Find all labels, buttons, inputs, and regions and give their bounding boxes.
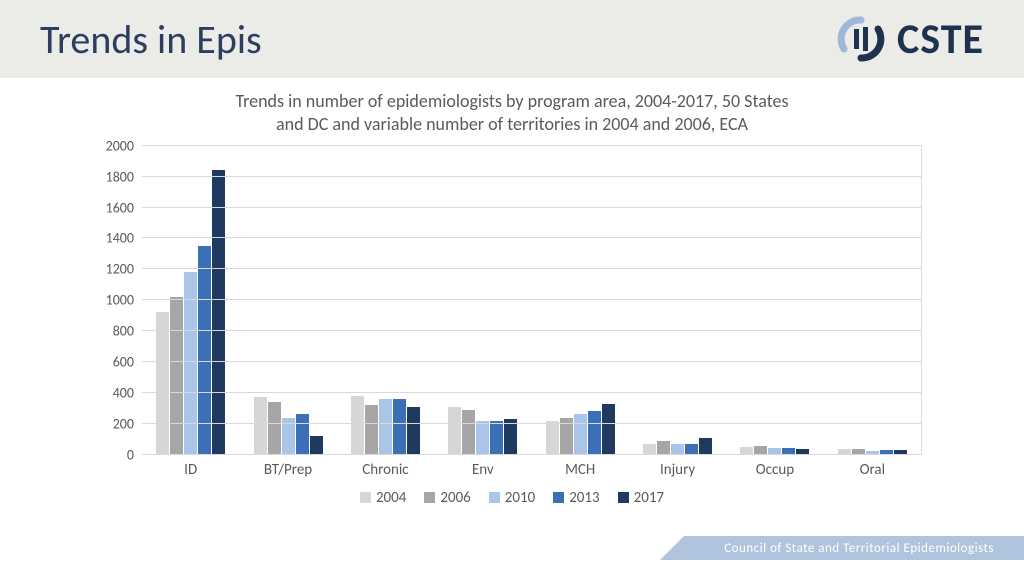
y-axis-label: 0	[127, 446, 142, 463]
legend-swatch	[553, 492, 564, 503]
x-axis-label: Env	[434, 455, 531, 479]
legend-swatch	[360, 492, 371, 503]
bar	[170, 297, 183, 455]
legend-item: 2013	[553, 489, 599, 507]
y-axis-label: 1600	[106, 199, 142, 216]
bar	[602, 404, 615, 455]
bar	[448, 407, 461, 455]
grid-line	[142, 330, 921, 331]
legend-label: 2017	[634, 489, 664, 507]
y-axis-label: 1000	[106, 292, 142, 309]
page-title: Trends in Epis	[40, 15, 262, 64]
cste-logo: CSTE	[833, 14, 984, 65]
grid-line	[142, 392, 921, 393]
bar	[393, 399, 406, 455]
legend-swatch	[489, 492, 500, 503]
chart-title-line1: Trends in number of epidemiologists by p…	[235, 90, 788, 112]
header-bar: Trends in Epis CSTE	[0, 0, 1024, 78]
y-axis-label: 400	[113, 384, 142, 401]
legend: 2004 2006 2010 2013 2017	[102, 489, 922, 507]
bar-group: Injury	[629, 146, 726, 455]
footer-text: Council of State and Territorial Epidemi…	[724, 541, 994, 556]
bars-container: IDBT/PrepChronicEnvMCHInjuryOccupOral	[142, 146, 921, 455]
grid-line	[142, 207, 921, 208]
grid-line	[142, 299, 921, 300]
bar-group: Chronic	[337, 146, 434, 455]
x-axis-label: Oral	[824, 455, 921, 479]
bar	[476, 421, 489, 455]
bar	[546, 421, 559, 455]
bar	[212, 170, 225, 455]
bar	[462, 410, 475, 455]
bar-group: Env	[434, 146, 531, 455]
bar	[365, 405, 378, 455]
x-axis-label: MCH	[532, 455, 629, 479]
y-axis-label: 1400	[106, 230, 142, 247]
bar	[407, 407, 420, 455]
y-axis-label: 1800	[106, 168, 142, 185]
bar	[504, 419, 517, 455]
y-axis-label: 2000	[106, 137, 142, 154]
y-axis-label: 800	[113, 323, 142, 340]
chart-container: Trends in number of epidemiologists by p…	[102, 90, 922, 507]
bar	[268, 402, 281, 455]
x-axis-label: Injury	[629, 455, 726, 479]
x-axis-label: BT/Prep	[239, 455, 336, 479]
bar	[657, 441, 670, 455]
x-axis-label: ID	[142, 455, 239, 479]
x-axis-label: Chronic	[337, 455, 434, 479]
y-axis-label: 200	[113, 415, 142, 432]
bar-group: ID	[142, 146, 239, 455]
cste-logo-text: CSTE	[897, 14, 984, 65]
grid-line	[142, 145, 921, 146]
grid-line	[142, 237, 921, 238]
legend-item: 2004	[360, 489, 406, 507]
legend-swatch	[618, 492, 629, 503]
plot-area: IDBT/PrepChronicEnvMCHInjuryOccupOral 02…	[142, 145, 922, 455]
bar	[574, 414, 587, 454]
legend-label: 2010	[505, 489, 535, 507]
legend-item: 2006	[424, 489, 470, 507]
bar-group: BT/Prep	[239, 146, 336, 455]
legend-label: 2006	[440, 489, 470, 507]
bar-group: Occup	[726, 146, 823, 455]
bar-group: Oral	[824, 146, 921, 455]
bar	[351, 396, 364, 455]
bar	[296, 414, 309, 454]
bar	[588, 411, 601, 454]
legend-label: 2004	[376, 489, 406, 507]
bar	[490, 421, 503, 455]
legend-item: 2017	[618, 489, 664, 507]
grid-line	[142, 176, 921, 177]
bar-group: MCH	[532, 146, 629, 455]
x-axis-label: Occup	[726, 455, 823, 479]
chart-title-line2: and DC and variable number of territorie…	[276, 113, 748, 135]
bar	[156, 312, 169, 455]
legend-swatch	[424, 492, 435, 503]
grid-line	[142, 454, 921, 455]
legend-label: 2013	[569, 489, 599, 507]
bar	[310, 436, 323, 455]
cste-logo-icon	[833, 16, 889, 62]
legend-item: 2010	[489, 489, 535, 507]
y-axis-label: 1200	[106, 261, 142, 278]
bar	[379, 399, 392, 455]
chart-title: Trends in number of epidemiologists by p…	[102, 90, 922, 137]
bar	[254, 397, 267, 454]
footer-ribbon: Council of State and Territorial Epidemi…	[684, 536, 1024, 560]
grid-line	[142, 268, 921, 269]
grid-line	[142, 423, 921, 424]
grid-line	[142, 361, 921, 362]
y-axis-label: 600	[113, 354, 142, 371]
bar	[699, 438, 712, 455]
